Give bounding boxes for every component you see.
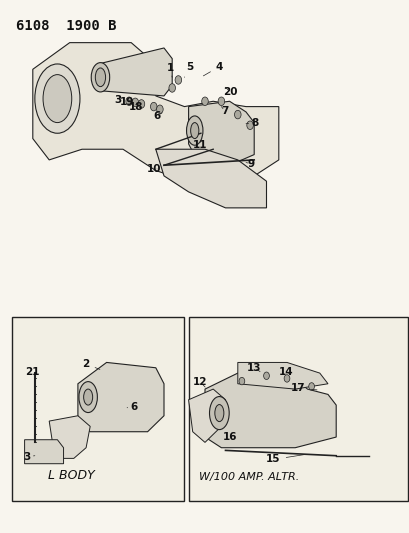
Text: 3: 3: [114, 95, 121, 105]
Circle shape: [169, 84, 175, 92]
Text: L BODY: L BODY: [48, 470, 95, 482]
Circle shape: [234, 110, 240, 119]
Text: 12: 12: [193, 377, 207, 387]
Text: 16: 16: [222, 432, 236, 441]
Text: 5: 5: [184, 62, 193, 77]
Circle shape: [218, 97, 224, 106]
Text: 17: 17: [290, 383, 316, 393]
Polygon shape: [33, 43, 278, 187]
Text: W/100 AMP. ALTR.: W/100 AMP. ALTR.: [199, 472, 299, 482]
Circle shape: [283, 375, 289, 382]
Text: 20: 20: [222, 87, 237, 97]
Circle shape: [246, 121, 253, 130]
Bar: [188, 317, 407, 501]
Ellipse shape: [190, 123, 198, 139]
Text: 7: 7: [220, 106, 228, 116]
Text: 21: 21: [25, 367, 39, 377]
Text: 18: 18: [129, 102, 144, 112]
Circle shape: [201, 97, 208, 106]
Polygon shape: [188, 389, 225, 442]
Text: 4: 4: [203, 62, 222, 76]
Text: 8: 8: [245, 118, 258, 127]
Circle shape: [238, 377, 244, 385]
Polygon shape: [204, 373, 335, 448]
Ellipse shape: [214, 405, 223, 422]
Text: 1: 1: [166, 63, 173, 77]
Circle shape: [150, 102, 157, 111]
Polygon shape: [188, 101, 254, 165]
Text: 19: 19: [119, 98, 134, 107]
Text: 6: 6: [127, 402, 137, 411]
Text: 2: 2: [82, 359, 100, 369]
Polygon shape: [78, 362, 164, 432]
Circle shape: [175, 76, 181, 84]
Circle shape: [126, 97, 132, 106]
Ellipse shape: [95, 68, 106, 86]
Circle shape: [132, 98, 138, 107]
Text: 13: 13: [246, 363, 261, 373]
Ellipse shape: [79, 382, 97, 413]
Text: 3: 3: [23, 452, 35, 462]
Polygon shape: [98, 48, 172, 96]
Polygon shape: [155, 149, 266, 208]
Ellipse shape: [35, 64, 80, 133]
Ellipse shape: [209, 397, 229, 430]
Circle shape: [263, 372, 269, 379]
Ellipse shape: [43, 75, 72, 123]
Text: 15: 15: [265, 455, 304, 464]
Polygon shape: [237, 362, 327, 389]
Text: 6108  1900 B: 6108 1900 B: [16, 19, 117, 33]
Ellipse shape: [83, 389, 92, 405]
Circle shape: [156, 105, 163, 114]
Ellipse shape: [91, 63, 110, 92]
Polygon shape: [25, 440, 63, 464]
Text: 14: 14: [278, 367, 293, 377]
Text: 10: 10: [146, 164, 161, 174]
Text: 9: 9: [245, 159, 254, 168]
Ellipse shape: [186, 116, 202, 145]
Circle shape: [138, 100, 144, 108]
Polygon shape: [49, 416, 90, 458]
Circle shape: [308, 383, 314, 390]
Text: 6: 6: [153, 111, 162, 120]
Text: 11: 11: [192, 140, 207, 150]
Bar: [12, 317, 184, 501]
